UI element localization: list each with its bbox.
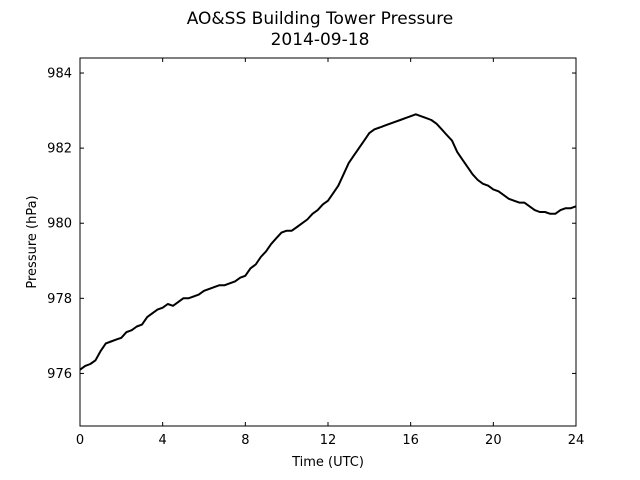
pressure-series-line [79, 113, 577, 371]
y-axis: 976 978 980 982 984 [47, 67, 576, 382]
plot-area [79, 57, 577, 427]
y-axis-label: Pressure (hPa) [25, 195, 40, 288]
chart-title: AO&SS Building Tower Pressure [187, 9, 454, 29]
x-tick-label: 4 [159, 433, 167, 448]
y-tick-label: 984 [47, 67, 72, 82]
x-tick-label: 0 [76, 433, 84, 448]
x-tick-label: 20 [485, 433, 502, 448]
y-tick-label: 982 [47, 142, 72, 157]
plot-frame [79, 57, 577, 427]
x-axis-label: Time (UTC) [291, 455, 364, 470]
x-tick-label: 24 [568, 433, 585, 448]
x-axis: 0 4 8 12 16 20 24 [76, 58, 584, 448]
x-tick-label: 8 [241, 433, 249, 448]
y-tick-label: 978 [47, 292, 72, 307]
chart-subtitle: 2014-09-18 [271, 30, 370, 50]
x-tick-label: 16 [402, 433, 419, 448]
y-tick-label: 976 [47, 367, 72, 382]
y-tick-label: 980 [47, 217, 72, 232]
x-tick-label: 12 [320, 433, 337, 448]
